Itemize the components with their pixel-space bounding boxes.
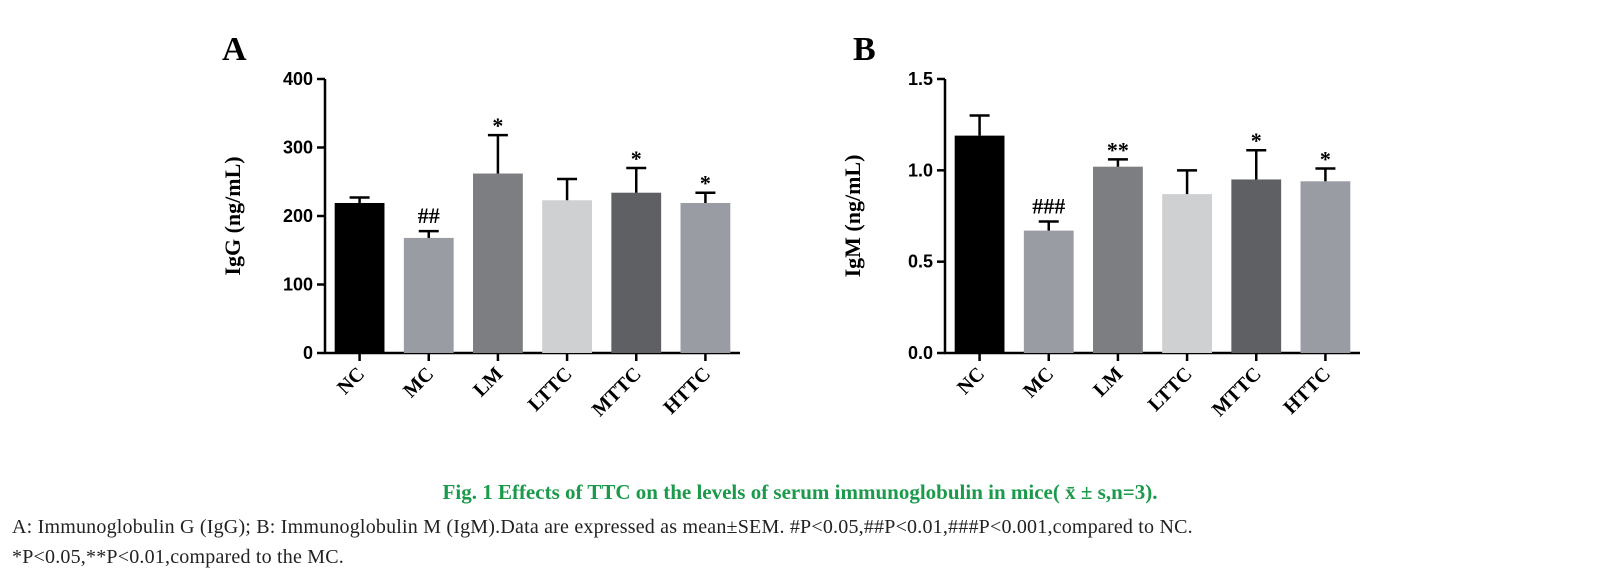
- figure-caption-title: Fig. 1 Effects of TTC on the levels of s…: [442, 480, 1158, 504]
- y-tick-label: 0.5: [908, 252, 933, 272]
- significance-label: *: [1251, 128, 1262, 153]
- panel-letter: B: [853, 31, 876, 68]
- y-tick-label: 100: [283, 275, 313, 295]
- y-tick-label: 1.0: [908, 160, 933, 180]
- y-tick-label: 1.5: [908, 69, 933, 89]
- bar-mttc: [1231, 179, 1282, 353]
- y-tick-label: 300: [283, 138, 313, 158]
- x-tick-label: LM: [469, 363, 507, 401]
- x-tick-label: MTTC: [1208, 363, 1266, 421]
- x-tick-label: MTTC: [588, 363, 646, 421]
- caption-line-2: *P<0.05,**P<0.01,compared to the MC.: [12, 546, 344, 568]
- y-tick-label: 400: [283, 69, 313, 89]
- bar-mttc: [611, 192, 662, 353]
- x-tick-label: LM: [1089, 363, 1127, 401]
- bar-lm: [473, 173, 523, 353]
- bar-nc: [334, 202, 385, 353]
- bar-nc: [954, 135, 1005, 353]
- x-tick-label: LTTC: [524, 363, 577, 416]
- bar-httc: [680, 202, 731, 353]
- significance-label: ###: [1032, 193, 1065, 218]
- chart-panel-a: A IgG (ng/mL) 0 100 200 300 400 NC MC ## LM * LTTC MT…: [220, 31, 740, 421]
- x-tick-label: LTTC: [1144, 363, 1197, 416]
- bar-mc: [1023, 230, 1074, 353]
- x-tick-label: HTTC: [659, 363, 715, 419]
- x-tick-label: NC: [953, 363, 989, 399]
- bar-lttc: [542, 200, 592, 353]
- panel-letter: A: [222, 31, 247, 68]
- significance-label: *: [700, 171, 711, 196]
- x-tick-label: NC: [333, 363, 369, 399]
- y-axis-title: IgM (ng/mL): [840, 155, 865, 278]
- significance-label: *: [492, 113, 503, 138]
- bar-lttc: [1162, 194, 1212, 353]
- x-tick-label: MC: [399, 363, 438, 402]
- x-tick-label: HTTC: [1279, 363, 1335, 419]
- caption-line-1: A: Immunoglobulin G (IgG); B: Immunoglob…: [12, 516, 1193, 538]
- y-tick-label: 200: [283, 206, 313, 226]
- figure-caption-body: A: Immunoglobulin G (IgG); B: Immunoglob…: [12, 512, 1592, 572]
- y-tick-label: 0: [303, 343, 313, 363]
- x-tick-label: MC: [1019, 363, 1058, 402]
- significance-label: ##: [418, 203, 440, 228]
- bar-httc: [1300, 181, 1351, 353]
- bar-lm: [1093, 166, 1143, 353]
- significance-label: *: [631, 146, 642, 171]
- y-tick-label: 0.0: [908, 343, 933, 363]
- significance-label: *: [1320, 147, 1331, 172]
- bar-mc: [403, 237, 454, 353]
- y-axis-title: IgG (ng/mL): [220, 156, 245, 275]
- significance-label: **: [1107, 137, 1129, 162]
